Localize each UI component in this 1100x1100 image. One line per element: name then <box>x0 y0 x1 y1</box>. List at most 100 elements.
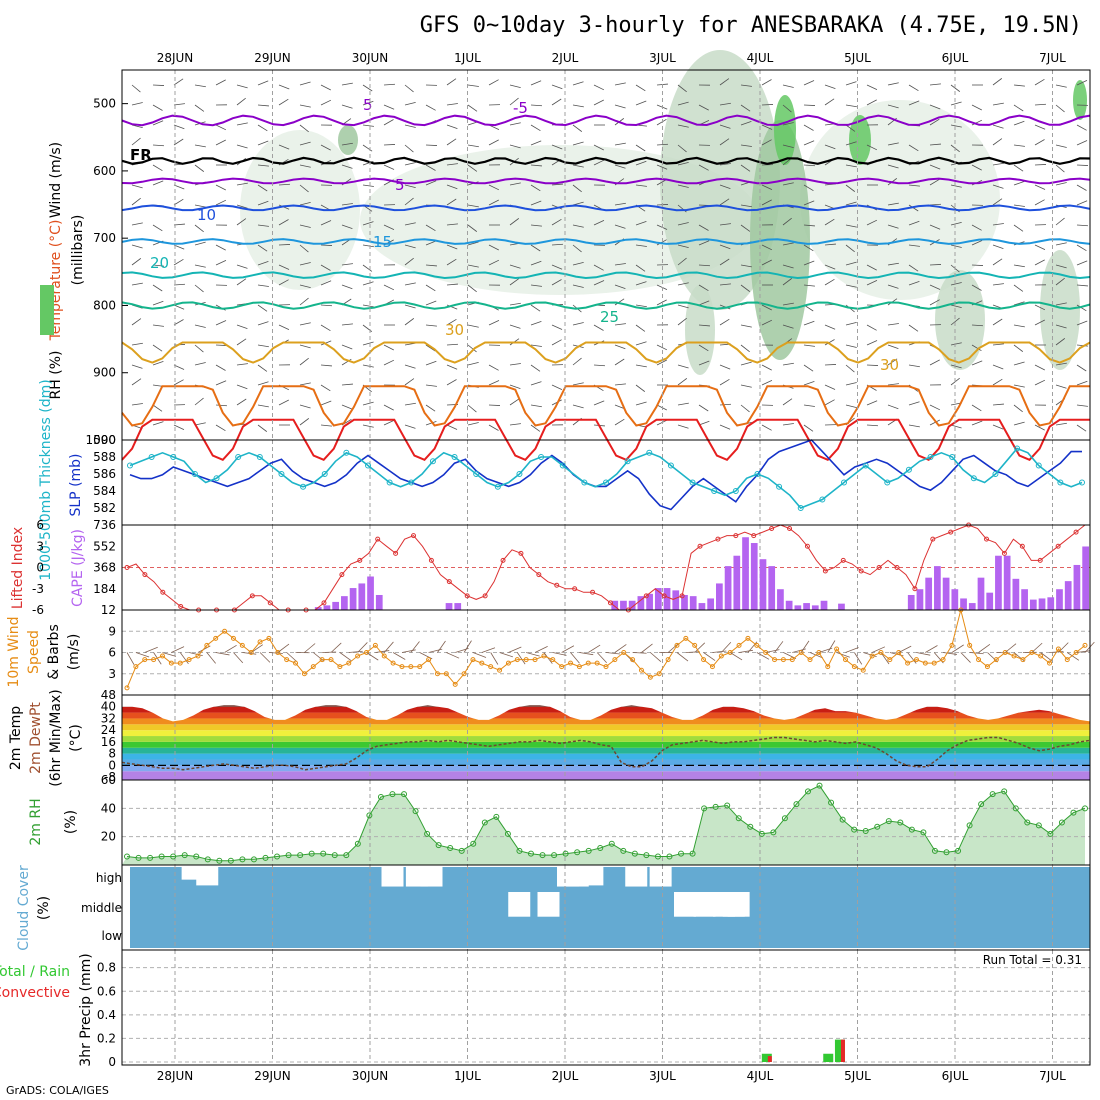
wind-barb <box>488 139 499 146</box>
wind-barb <box>1055 264 1067 269</box>
wind-point <box>1038 653 1044 659</box>
cape-tick-label: 736 <box>93 518 116 532</box>
wind-point <box>1047 660 1053 666</box>
wind-barb <box>871 646 886 653</box>
cape-ylabel: CAPE (J/kg) <box>70 529 86 607</box>
wind-barb <box>173 184 185 190</box>
wind-barb <box>740 264 752 268</box>
wind-barb <box>299 357 309 366</box>
rh-point <box>366 812 373 819</box>
wind-barb <box>488 364 499 371</box>
wind-barb <box>530 244 541 252</box>
thickness-point <box>278 471 285 477</box>
cape-bar <box>724 566 732 610</box>
wind-barb <box>516 652 526 665</box>
wind-barb <box>929 143 941 146</box>
wind-barb <box>171 646 185 653</box>
wind-barb <box>173 198 184 206</box>
wind-barb <box>761 124 773 130</box>
wind-barb <box>845 382 857 386</box>
wind-barb <box>215 652 230 656</box>
wind-barb <box>509 302 521 306</box>
cape-bar <box>445 603 453 610</box>
wind-barb <box>887 344 899 349</box>
wind-barb <box>992 138 1003 146</box>
cape-bar <box>681 594 688 610</box>
wind-point <box>337 664 343 670</box>
wind-barb <box>1055 182 1067 186</box>
wind-barb <box>194 164 205 172</box>
wind-barb <box>761 104 774 106</box>
wind-barb <box>257 200 269 206</box>
contour-label: 30 <box>880 356 899 374</box>
wind-barb <box>383 164 395 170</box>
rh-shading <box>800 100 1000 300</box>
li-point <box>1001 550 1007 556</box>
wind-barb <box>299 201 311 206</box>
wind-barb <box>530 260 542 266</box>
wind-barb <box>530 364 541 372</box>
wind-barb <box>719 138 730 146</box>
wind-barb <box>362 184 374 187</box>
wind-point <box>186 657 192 663</box>
wind-barb <box>278 84 290 90</box>
wind-barb <box>824 98 835 106</box>
wind-barb <box>677 317 687 326</box>
li-point <box>751 533 757 539</box>
wind-barb <box>224 644 237 653</box>
temp-tick-label: 24 <box>101 723 116 737</box>
wind-barb <box>951 644 964 653</box>
temp-band <box>122 747 1090 754</box>
wind-barb <box>992 124 1004 129</box>
wind-barb <box>446 223 458 226</box>
temp-contour-30 <box>121 341 1091 364</box>
wind-barb <box>719 198 730 206</box>
wind-barb <box>1013 404 1023 413</box>
contour-label: 5 <box>395 176 405 194</box>
wind-barb <box>173 138 184 146</box>
wind-barb <box>950 221 962 226</box>
wind-barb <box>131 84 141 93</box>
wind-barb <box>677 424 689 429</box>
wind-barb <box>299 344 311 349</box>
wind-barb <box>1034 244 1046 251</box>
wind-barb <box>1034 259 1045 266</box>
cape-bar <box>777 589 784 610</box>
wind-barb <box>908 364 920 368</box>
wind-barb <box>362 281 374 286</box>
wind-point <box>701 657 707 663</box>
temp-contour--5 <box>121 114 1091 127</box>
cape-bar <box>611 600 619 610</box>
temp-band <box>122 736 1090 742</box>
wind-barb <box>215 139 226 146</box>
wind-barb <box>404 424 416 429</box>
wind-barb <box>579 652 594 656</box>
wind-barb <box>404 101 416 106</box>
temp-ylabel: 2m DewPt <box>28 702 44 774</box>
wind-barb <box>286 652 298 663</box>
wind-barb <box>341 224 353 229</box>
wind-barb <box>971 404 982 412</box>
thickness-point <box>429 458 436 465</box>
temp-band <box>122 724 1090 731</box>
axis-label: 2m Temp <box>8 706 24 770</box>
wind-barb <box>1034 379 1046 386</box>
thickness-point <box>473 471 480 477</box>
wind-barb <box>866 340 878 346</box>
wind-barb <box>383 359 395 366</box>
wind-barb <box>437 640 446 653</box>
wind-barb <box>588 644 601 653</box>
cloud-layer-label: middle <box>81 901 122 915</box>
wind-barb <box>908 324 919 332</box>
wind-barb <box>131 282 143 286</box>
wind-point <box>230 635 236 641</box>
rh-point <box>793 801 800 808</box>
wind-barb <box>761 304 772 311</box>
rh-point <box>712 803 719 810</box>
wind-point <box>1029 650 1035 655</box>
li-point <box>930 536 936 542</box>
rh-point <box>539 852 546 859</box>
wind-barb <box>593 84 605 91</box>
wind-barb <box>950 124 962 128</box>
rh-point <box>493 813 500 820</box>
